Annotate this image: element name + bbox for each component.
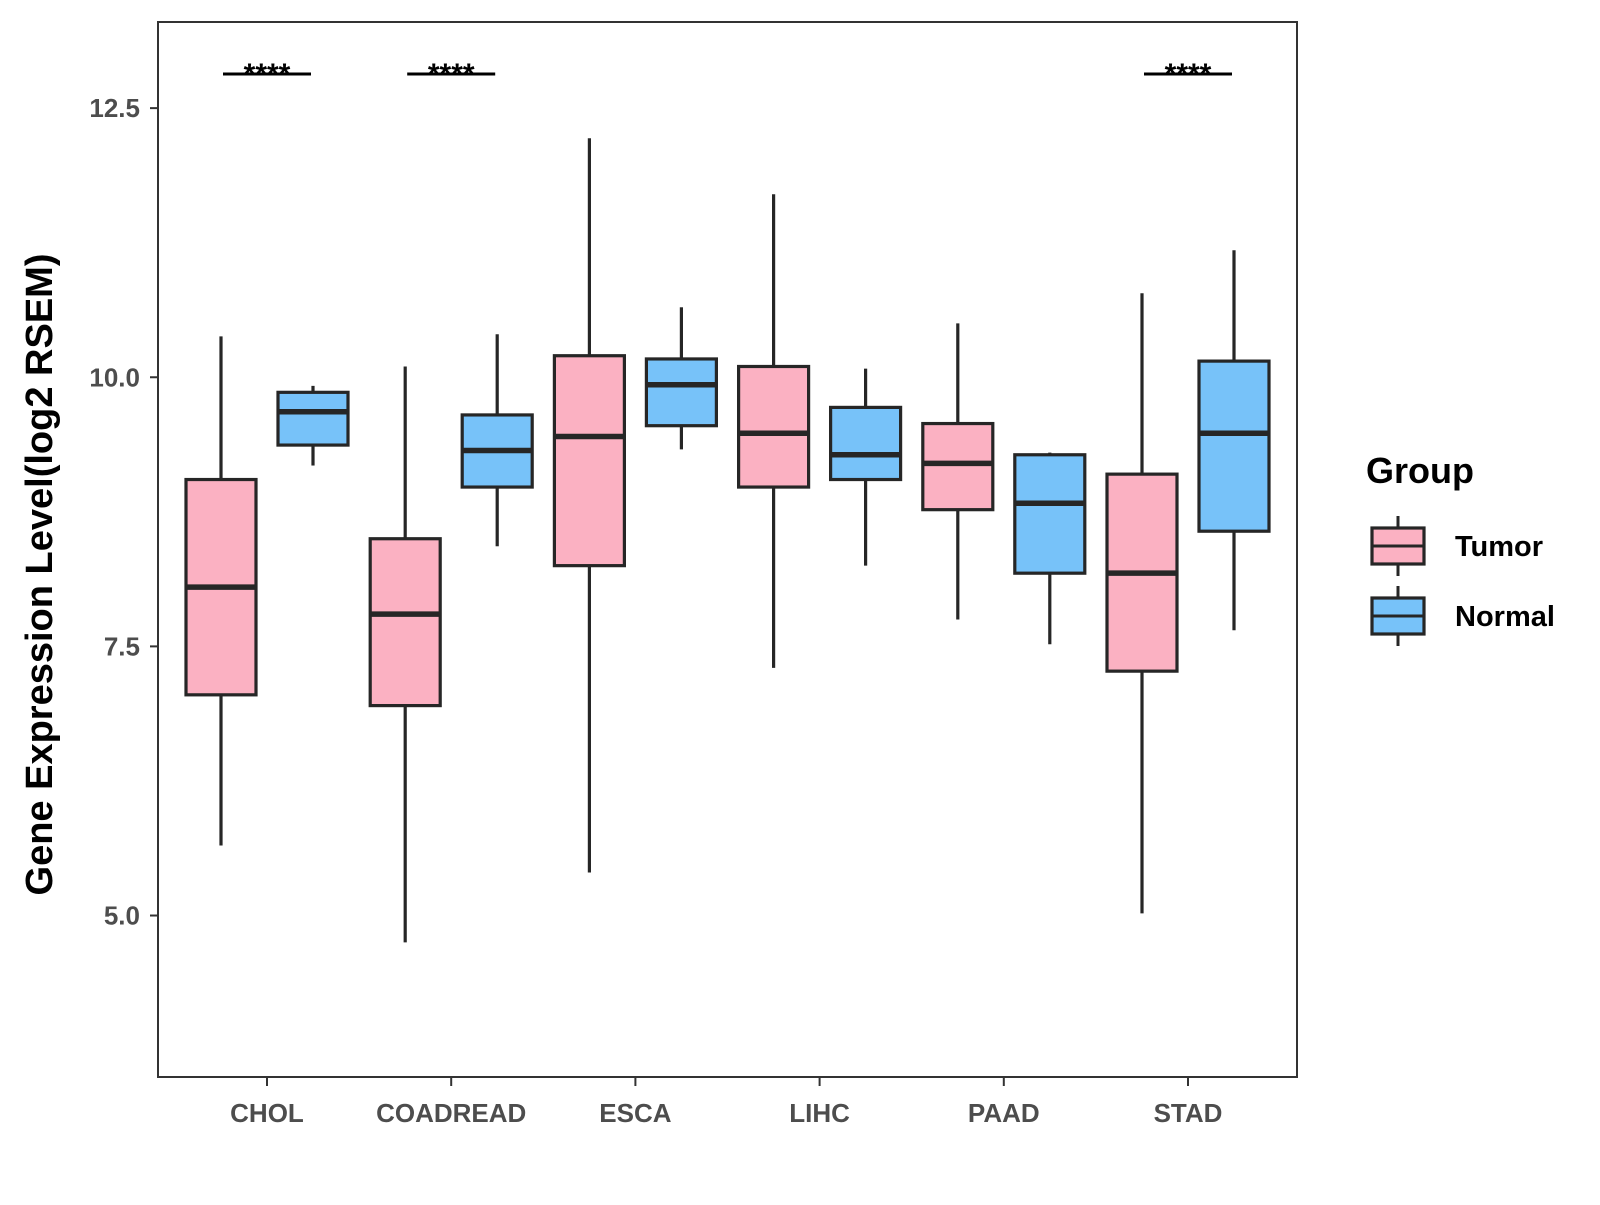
- sig-label-chol: ****: [244, 58, 291, 91]
- legend-label-normal: Normal: [1455, 601, 1555, 633]
- y-tick-label: 12.5: [89, 93, 140, 123]
- plot-panel-border: [157, 21, 1298, 1078]
- x-tick-label-chol: CHOL: [230, 1098, 304, 1128]
- x-tick-label-stad: STAD: [1154, 1098, 1223, 1128]
- sig-label-stad: ****: [1165, 58, 1212, 91]
- legend-label-tumor: Tumor: [1455, 531, 1543, 563]
- box-tumor-paad: [921, 421, 995, 512]
- x-tick-label-lihc: LIHC: [789, 1098, 850, 1128]
- legend-title: Group: [1366, 450, 1474, 491]
- y-axis-title: Gene Expression Level(log2 RSEM): [19, 254, 61, 896]
- y-tick-label: 10.0: [89, 362, 140, 392]
- box-tumor-esca: [552, 354, 627, 568]
- box-normal-chol: [276, 390, 350, 447]
- x-tick-label-coadread: COADREAD: [376, 1098, 526, 1128]
- box-tumor-coadread: [368, 537, 442, 708]
- box-normal-stad: [1197, 359, 1271, 533]
- x-tick-label-esca: ESCA: [599, 1098, 671, 1128]
- box-normal-esca: [644, 357, 719, 428]
- sig-label-coadread: ****: [428, 58, 475, 91]
- x-tick-label-paad: PAAD: [968, 1098, 1040, 1128]
- y-tick-label: 5.0: [104, 901, 140, 931]
- y-tick-label: 7.5: [104, 631, 140, 661]
- box-tumor-lihc: [736, 364, 811, 489]
- box-normal-paad: [1013, 453, 1087, 575]
- box-normal-lihc: [828, 405, 903, 482]
